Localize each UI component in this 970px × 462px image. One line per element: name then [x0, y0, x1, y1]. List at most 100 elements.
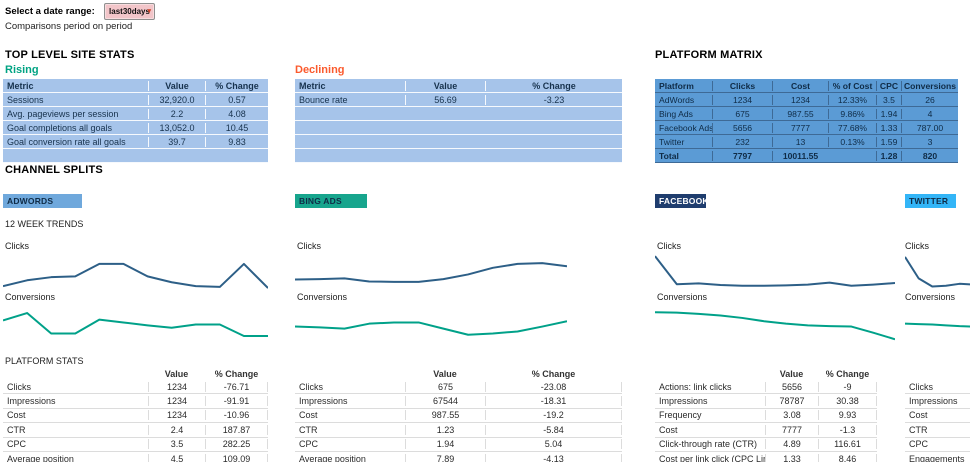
- table-row: [295, 135, 622, 149]
- table-row: CTR 2.4 187.87: [3, 423, 268, 438]
- cell: 2.4: [148, 424, 205, 435]
- date-range-label: Select a date range:: [5, 6, 95, 17]
- date-range-select[interactable]: last30days ▾: [104, 3, 155, 20]
- rising-label: Rising: [5, 64, 39, 76]
- table-row: Bounce rate 56.69 -3.23: [295, 93, 622, 107]
- table-row: AdWords 1234 1234 12.33% 3.5 26: [655, 93, 958, 107]
- cell: -76.71: [205, 381, 268, 392]
- cell: 1.33: [876, 122, 901, 133]
- cell: Cost: [7, 410, 26, 421]
- cell: 5656: [712, 122, 772, 133]
- cell: Clicks: [909, 381, 933, 392]
- header-cell: Platform: [659, 80, 694, 91]
- cell: CPC: [909, 439, 929, 450]
- cell: 3.5: [876, 94, 901, 105]
- cell: 67544: [405, 396, 485, 407]
- platform-stats-table-adwords: Value% Change Clicks 1234 -76.71 Impressions…: [3, 368, 268, 462]
- cell: Goal completions all goals: [7, 122, 113, 133]
- cell: 10011.55: [772, 150, 828, 161]
- table-row: CPC 3.5 282.25: [3, 437, 268, 452]
- platform-stats-table-bing: Value % Change Clicks 675 -23.08 Impressions 6…: [295, 368, 622, 462]
- table-row: Clicks: [905, 380, 970, 395]
- table-row: [295, 107, 622, 121]
- section-title-top-level-site-stats: TOP LEVEL SITE STATS: [5, 49, 135, 61]
- table-header-row: Metric Value% Change: [3, 79, 268, 93]
- cell: Click-through rate (CTR): [659, 439, 758, 450]
- cell: 9.86%: [828, 108, 876, 119]
- header-cell: Value: [433, 369, 457, 379]
- table-row: Impressions 1234 -91.91: [3, 394, 268, 409]
- conversions-label-twitter: Conversions: [905, 292, 956, 302]
- cell: 787.00: [901, 122, 958, 133]
- cell: -18.31: [485, 396, 622, 407]
- cell: 9.93: [818, 410, 877, 421]
- cell: 4: [901, 108, 958, 119]
- cell: 1.28: [876, 150, 901, 161]
- header-cell: Clicks: [712, 80, 772, 91]
- header-cell: CPC: [876, 80, 901, 91]
- table-row: Engagements: [905, 451, 970, 462]
- cell: Goal conversion rate all goals: [7, 136, 126, 147]
- section-title-platform-matrix: PLATFORM MATRIX: [655, 49, 763, 61]
- cell: 1.23: [405, 424, 485, 435]
- cell: 987.55: [405, 410, 485, 421]
- table-header-row: Platform Clicks Cost% of Cost CPC Conversion…: [655, 79, 958, 93]
- cell: -19.2: [485, 410, 622, 421]
- table-row: Bing Ads 675 987.55 9.86% 1.94 4: [655, 107, 958, 121]
- clicks-label-adwords: Clicks: [5, 241, 29, 251]
- section-title-channel-splits: CHANNEL SPLITS: [5, 164, 103, 176]
- cell: Impressions: [299, 396, 348, 407]
- table-row: Impressions 67544 -18.31: [295, 394, 622, 409]
- table-row: Actions: link clicks 5656 -9: [655, 380, 877, 395]
- table-row: Average position 4.5 109.09: [3, 451, 268, 462]
- table-row: Cost 1234 -10.96: [3, 408, 268, 424]
- cell: 7.89: [405, 453, 485, 462]
- cell: 7797: [712, 150, 772, 161]
- cell: 1234: [712, 94, 772, 105]
- header-cell: Cost: [772, 80, 828, 91]
- table-row: CTR 1.23 -5.84: [295, 423, 622, 438]
- header-cell: % Change: [531, 369, 576, 379]
- comparison-note: Comparisons period on period: [5, 21, 133, 32]
- cell: 10.45: [205, 122, 268, 133]
- cell: CTR: [7, 424, 26, 435]
- cell: 30.38: [818, 396, 877, 407]
- table-row: Cost 987.55 -19.2: [295, 408, 622, 424]
- cell: Sessions: [7, 94, 44, 105]
- clicks-label-twitter: Clicks: [905, 241, 929, 251]
- cell: Cost: [299, 410, 318, 421]
- cell: 5.04: [485, 439, 622, 450]
- cell: 77.68%: [828, 122, 876, 133]
- header-cell: Metric: [7, 80, 34, 91]
- cell: 7777: [765, 424, 818, 435]
- cell: Impressions: [659, 396, 708, 407]
- cell: 26: [901, 94, 958, 105]
- cell: 9.83: [205, 136, 268, 147]
- table-row: Impressions 78787 30.38: [655, 394, 877, 409]
- header-cell: % Change: [485, 80, 622, 91]
- twelve-week-trends-label: 12 WEEK TRENDS: [5, 219, 84, 229]
- table-header-row: Value% Change: [905, 368, 970, 380]
- conversions-sparkline-bing: [295, 304, 567, 345]
- cell: 820: [901, 150, 958, 161]
- table-row: [295, 121, 622, 135]
- platform-stats-table-facebook: Value % Change Actions: link clicks 5656 -9 I…: [655, 368, 877, 462]
- channel-chip-adwords: ADWORDS: [3, 194, 82, 208]
- cell: -91.91: [205, 396, 268, 407]
- cell: Avg. pageviews per session: [7, 108, 119, 119]
- clicks-sparkline-adwords: [3, 253, 268, 292]
- cell: 675: [405, 381, 485, 392]
- cell: 56.69: [405, 94, 485, 105]
- cell: Engagements: [909, 453, 965, 462]
- cell: Average position: [7, 453, 74, 462]
- cell: 1.59: [876, 136, 901, 147]
- cell: -4.13: [485, 453, 622, 462]
- table-row: CPC 1.94 5.04: [295, 437, 622, 452]
- cell: AdWords: [659, 94, 695, 105]
- cell: 675: [712, 108, 772, 119]
- table-row: [295, 149, 622, 163]
- cell: Cost: [659, 424, 678, 435]
- table-row: Clicks 675 -23.08: [295, 380, 622, 395]
- cell: 0.13%: [828, 136, 876, 147]
- conversions-label-adwords: Conversions: [5, 292, 56, 302]
